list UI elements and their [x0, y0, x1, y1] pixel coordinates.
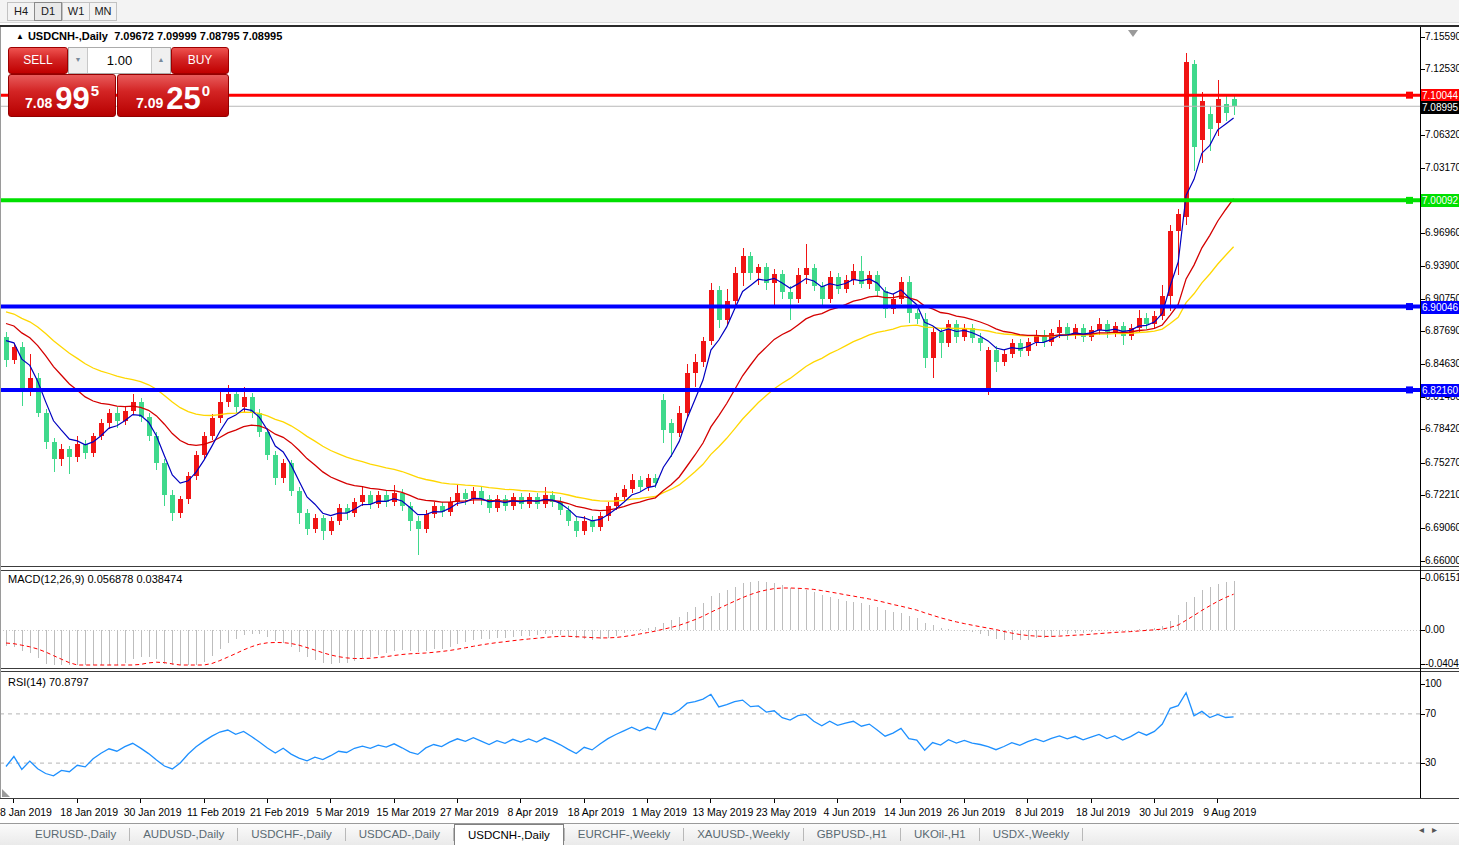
hline-price-label: 6.82160 — [1421, 384, 1459, 397]
sell-price-big: 99 — [55, 85, 89, 113]
symbol-tab-gbpusd[interactable]: GBPUSD-,H1 — [804, 824, 900, 845]
timeframe-button-d1[interactable]: D1 — [34, 2, 62, 21]
symbol-tab-audusd[interactable]: AUDUSD-,Daily — [130, 824, 237, 845]
macd-scale-label: -0.04047 — [1425, 658, 1459, 669]
chart-title: ▲ USDCNH-,Daily 7.09672 7.09999 7.08795 7… — [16, 30, 282, 42]
rsi-scale-label: 70 — [1425, 708, 1436, 719]
macd-scale-label: 0.061514 — [1425, 572, 1459, 583]
price-scale-label: 6.96960 — [1425, 227, 1459, 238]
symbol-tab-usdchf[interactable]: USDCHF-,Daily — [238, 824, 345, 845]
timeframe-button-mn[interactable]: MN — [89, 2, 117, 21]
price-scale-label: 6.84630 — [1425, 358, 1459, 369]
price-scale-label: 7.12530 — [1425, 63, 1459, 74]
macd-label: MACD(12,26,9) 0.056878 0.038474 — [8, 573, 182, 585]
price-scale-label: 6.66000 — [1425, 555, 1459, 566]
price-scale-label: 7.15590 — [1425, 31, 1459, 42]
chart-canvas[interactable] — [0, 0, 1459, 845]
rsi-scale-label: 30 — [1425, 757, 1436, 768]
volume-stepper[interactable]: ▼ ▲ — [68, 47, 171, 74]
symbol-tab-ukoil[interactable]: UKOil-,H1 — [901, 824, 979, 845]
price-scale-label: 6.72210 — [1425, 489, 1459, 500]
buy-price-big: 25 — [166, 85, 200, 113]
sell-price-sup: 5 — [91, 82, 99, 99]
volume-increment-icon[interactable]: ▲ — [151, 48, 170, 73]
price-scale-label: 6.87690 — [1425, 325, 1459, 336]
symbol-tab-xauusd[interactable]: XAUUSD-,Weekly — [684, 824, 802, 845]
rsi-label: RSI(14) 70.8797 — [8, 676, 89, 688]
price-scale-label: 6.93900 — [1425, 260, 1459, 271]
volume-decrement-icon[interactable]: ▼ — [69, 48, 88, 73]
hline-price-label: 7.10044 — [1421, 89, 1459, 102]
price-scale-label: 7.06320 — [1425, 129, 1459, 140]
price-scale-label: 7.03170 — [1425, 162, 1459, 173]
sell-price-tile[interactable]: 7.08 99 5 — [8, 74, 116, 117]
buy-price-tile[interactable]: 7.09 25 0 — [117, 74, 229, 117]
timeframe-button-w1[interactable]: W1 — [62, 2, 89, 21]
mt4-window: H4D1W1MN ▲ USDCNH-,Daily 7.09672 7.09999 … — [0, 0, 1459, 845]
timeframe-toolbar: H4D1W1MN — [0, 0, 1459, 23]
buy-price-sup: 0 — [202, 82, 210, 99]
buy-button[interactable]: BUY — [171, 47, 229, 74]
symbol-tab-usdcad[interactable]: USDCAD-,Daily — [346, 824, 453, 845]
bid-price-label: 7.08995 — [1421, 101, 1459, 114]
toolbar-separator — [0, 25, 1459, 27]
sell-button[interactable]: SELL — [8, 47, 68, 74]
symbol-tab-eurchf[interactable]: EURCHF-,Weekly — [565, 824, 683, 845]
hline-price-label: 6.90046 — [1421, 301, 1459, 314]
hline-price-label: 7.00092 — [1421, 194, 1459, 207]
macd-scale-label: 0.00 — [1425, 624, 1444, 635]
symbol-tab-usdx[interactable]: USDX-,Weekly — [980, 824, 1082, 845]
symbol-tab-bar: EURUSD-,DailyAUDUSD-,DailyUSDCHF-,DailyU… — [0, 823, 1459, 845]
ohlc-values: 7.09672 7.09999 7.08795 7.08995 — [114, 30, 282, 42]
price-scale-label: 6.75270 — [1425, 457, 1459, 468]
price-scale-label: 6.69060 — [1425, 522, 1459, 533]
sell-price-small: 7.08 — [25, 95, 52, 111]
date-label: 9 Aug 2019 — [1190, 806, 1270, 818]
volume-input[interactable] — [88, 48, 151, 73]
buy-price-small: 7.09 — [136, 95, 163, 111]
rsi-scale-label: 100 — [1425, 678, 1442, 689]
symbol-tab-eurusd[interactable]: EURUSD-,Daily — [22, 824, 129, 845]
symbol-name: USDCNH-,Daily — [28, 30, 108, 42]
symbol-tab-usdcnh[interactable]: USDCNH-,Daily — [454, 824, 564, 845]
tab-scroll-arrows[interactable]: ◂▸ — [1419, 824, 1445, 835]
collapse-triangle-icon: ▲ — [16, 32, 24, 41]
timeframe-button-h4[interactable]: H4 — [7, 2, 34, 21]
price-scale-label: 6.78420 — [1425, 423, 1459, 434]
